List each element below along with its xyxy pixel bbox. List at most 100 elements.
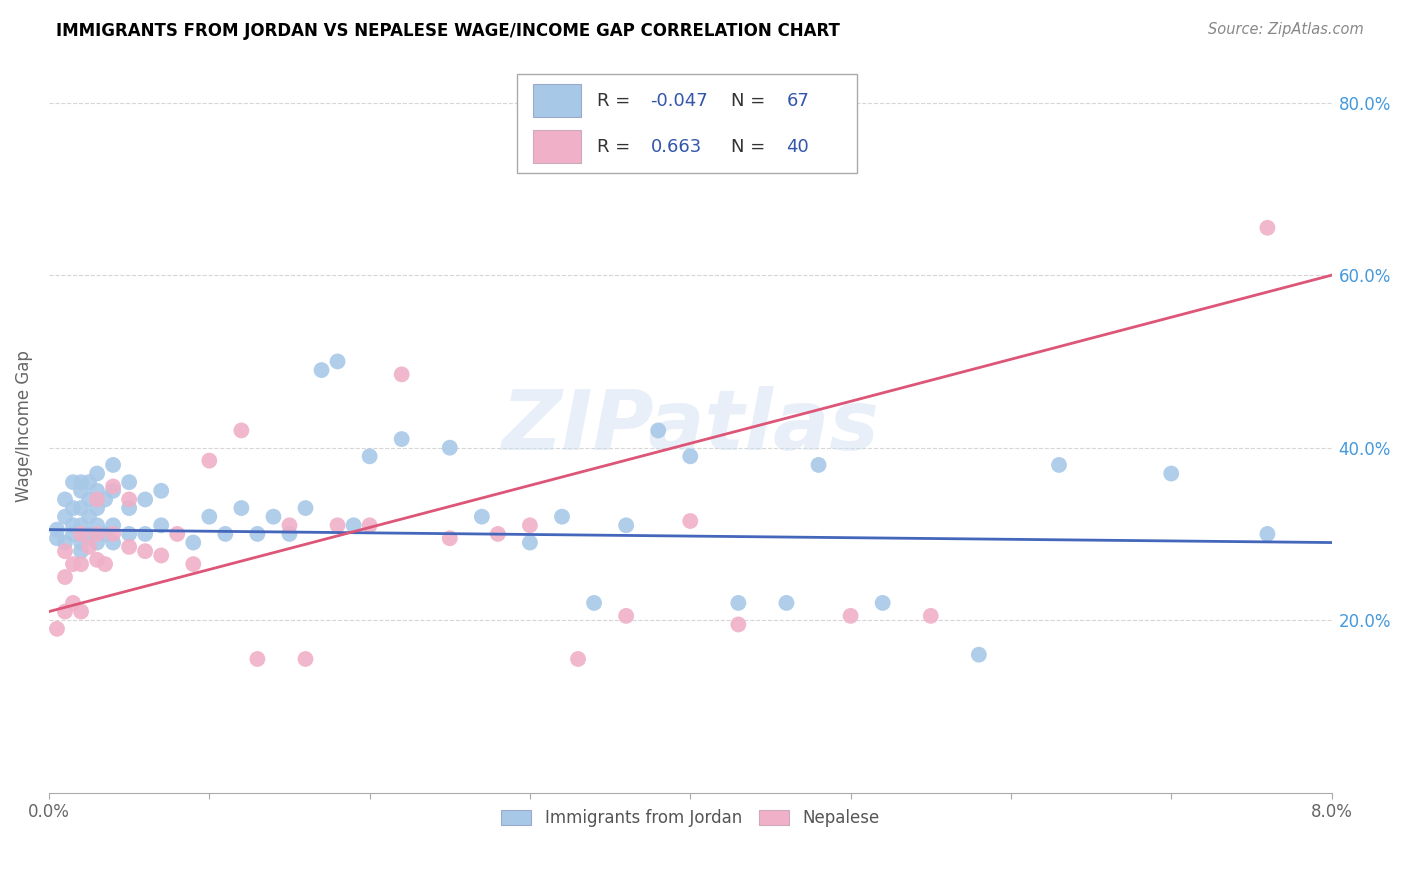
Point — [86, 501, 108, 516]
Point — [86, 553, 108, 567]
Point — [198, 509, 221, 524]
Point — [101, 479, 124, 493]
Point — [181, 535, 204, 549]
Point — [94, 527, 117, 541]
FancyBboxPatch shape — [533, 85, 581, 118]
Point — [62, 557, 84, 571]
Point — [134, 492, 156, 507]
Point — [181, 557, 204, 571]
Point — [519, 535, 541, 549]
Point — [294, 652, 316, 666]
Point — [101, 535, 124, 549]
Point — [262, 509, 284, 524]
Point — [62, 501, 84, 516]
Point — [62, 527, 84, 541]
Point — [839, 608, 862, 623]
Point — [77, 492, 100, 507]
Point — [614, 608, 637, 623]
Point — [118, 475, 141, 490]
Text: Source: ZipAtlas.com: Source: ZipAtlas.com — [1208, 22, 1364, 37]
Point — [134, 544, 156, 558]
Point — [86, 527, 108, 541]
Point — [1256, 220, 1278, 235]
Point — [118, 527, 141, 541]
Point — [727, 596, 749, 610]
Point — [359, 518, 381, 533]
Point — [150, 483, 173, 498]
Point — [70, 544, 93, 558]
Point — [342, 518, 364, 533]
Point — [679, 514, 702, 528]
Point — [53, 605, 76, 619]
Point — [70, 527, 93, 541]
Point — [86, 483, 108, 498]
Point — [214, 527, 236, 541]
Point — [150, 549, 173, 563]
Point — [679, 450, 702, 464]
Point — [53, 570, 76, 584]
Point — [94, 557, 117, 571]
Point — [391, 432, 413, 446]
Text: 0.663: 0.663 — [651, 137, 702, 155]
Point — [118, 501, 141, 516]
Text: R =: R = — [596, 92, 636, 110]
Point — [94, 492, 117, 507]
Point — [77, 475, 100, 490]
Y-axis label: Wage/Income Gap: Wage/Income Gap — [15, 351, 32, 502]
Point — [101, 483, 124, 498]
Point — [920, 608, 942, 623]
Point — [86, 518, 108, 533]
Point — [86, 535, 108, 549]
FancyBboxPatch shape — [533, 130, 581, 163]
Point — [62, 475, 84, 490]
Point — [53, 509, 76, 524]
Point — [86, 467, 108, 481]
FancyBboxPatch shape — [517, 74, 858, 173]
Point — [166, 527, 188, 541]
Point — [231, 501, 253, 516]
Point — [359, 450, 381, 464]
Point — [246, 652, 269, 666]
Point — [775, 596, 797, 610]
Text: R =: R = — [596, 137, 636, 155]
Point — [77, 540, 100, 554]
Point — [872, 596, 894, 610]
Point — [134, 527, 156, 541]
Point — [70, 557, 93, 571]
Text: ZIPatlas: ZIPatlas — [502, 385, 879, 467]
Point — [246, 527, 269, 541]
Point — [62, 518, 84, 533]
Point — [471, 509, 494, 524]
Point — [70, 501, 93, 516]
Point — [118, 492, 141, 507]
Point — [70, 518, 93, 533]
Point — [439, 441, 461, 455]
Point — [391, 368, 413, 382]
Point — [101, 458, 124, 472]
Point — [311, 363, 333, 377]
Point — [231, 424, 253, 438]
Point — [583, 596, 606, 610]
Text: 40: 40 — [786, 137, 810, 155]
Point — [77, 509, 100, 524]
Point — [486, 527, 509, 541]
Point — [278, 518, 301, 533]
Point — [70, 483, 93, 498]
Point — [101, 518, 124, 533]
Text: N =: N = — [731, 92, 772, 110]
Point — [439, 531, 461, 545]
Point — [70, 535, 93, 549]
Point — [77, 527, 100, 541]
Point — [278, 527, 301, 541]
Point — [70, 475, 93, 490]
Point — [647, 424, 669, 438]
Point — [551, 509, 574, 524]
Point — [53, 535, 76, 549]
Point — [86, 492, 108, 507]
Text: IMMIGRANTS FROM JORDAN VS NEPALESE WAGE/INCOME GAP CORRELATION CHART: IMMIGRANTS FROM JORDAN VS NEPALESE WAGE/… — [56, 22, 841, 40]
Point — [1256, 527, 1278, 541]
Point — [519, 518, 541, 533]
Point — [727, 617, 749, 632]
Point — [70, 527, 93, 541]
Point — [46, 523, 69, 537]
